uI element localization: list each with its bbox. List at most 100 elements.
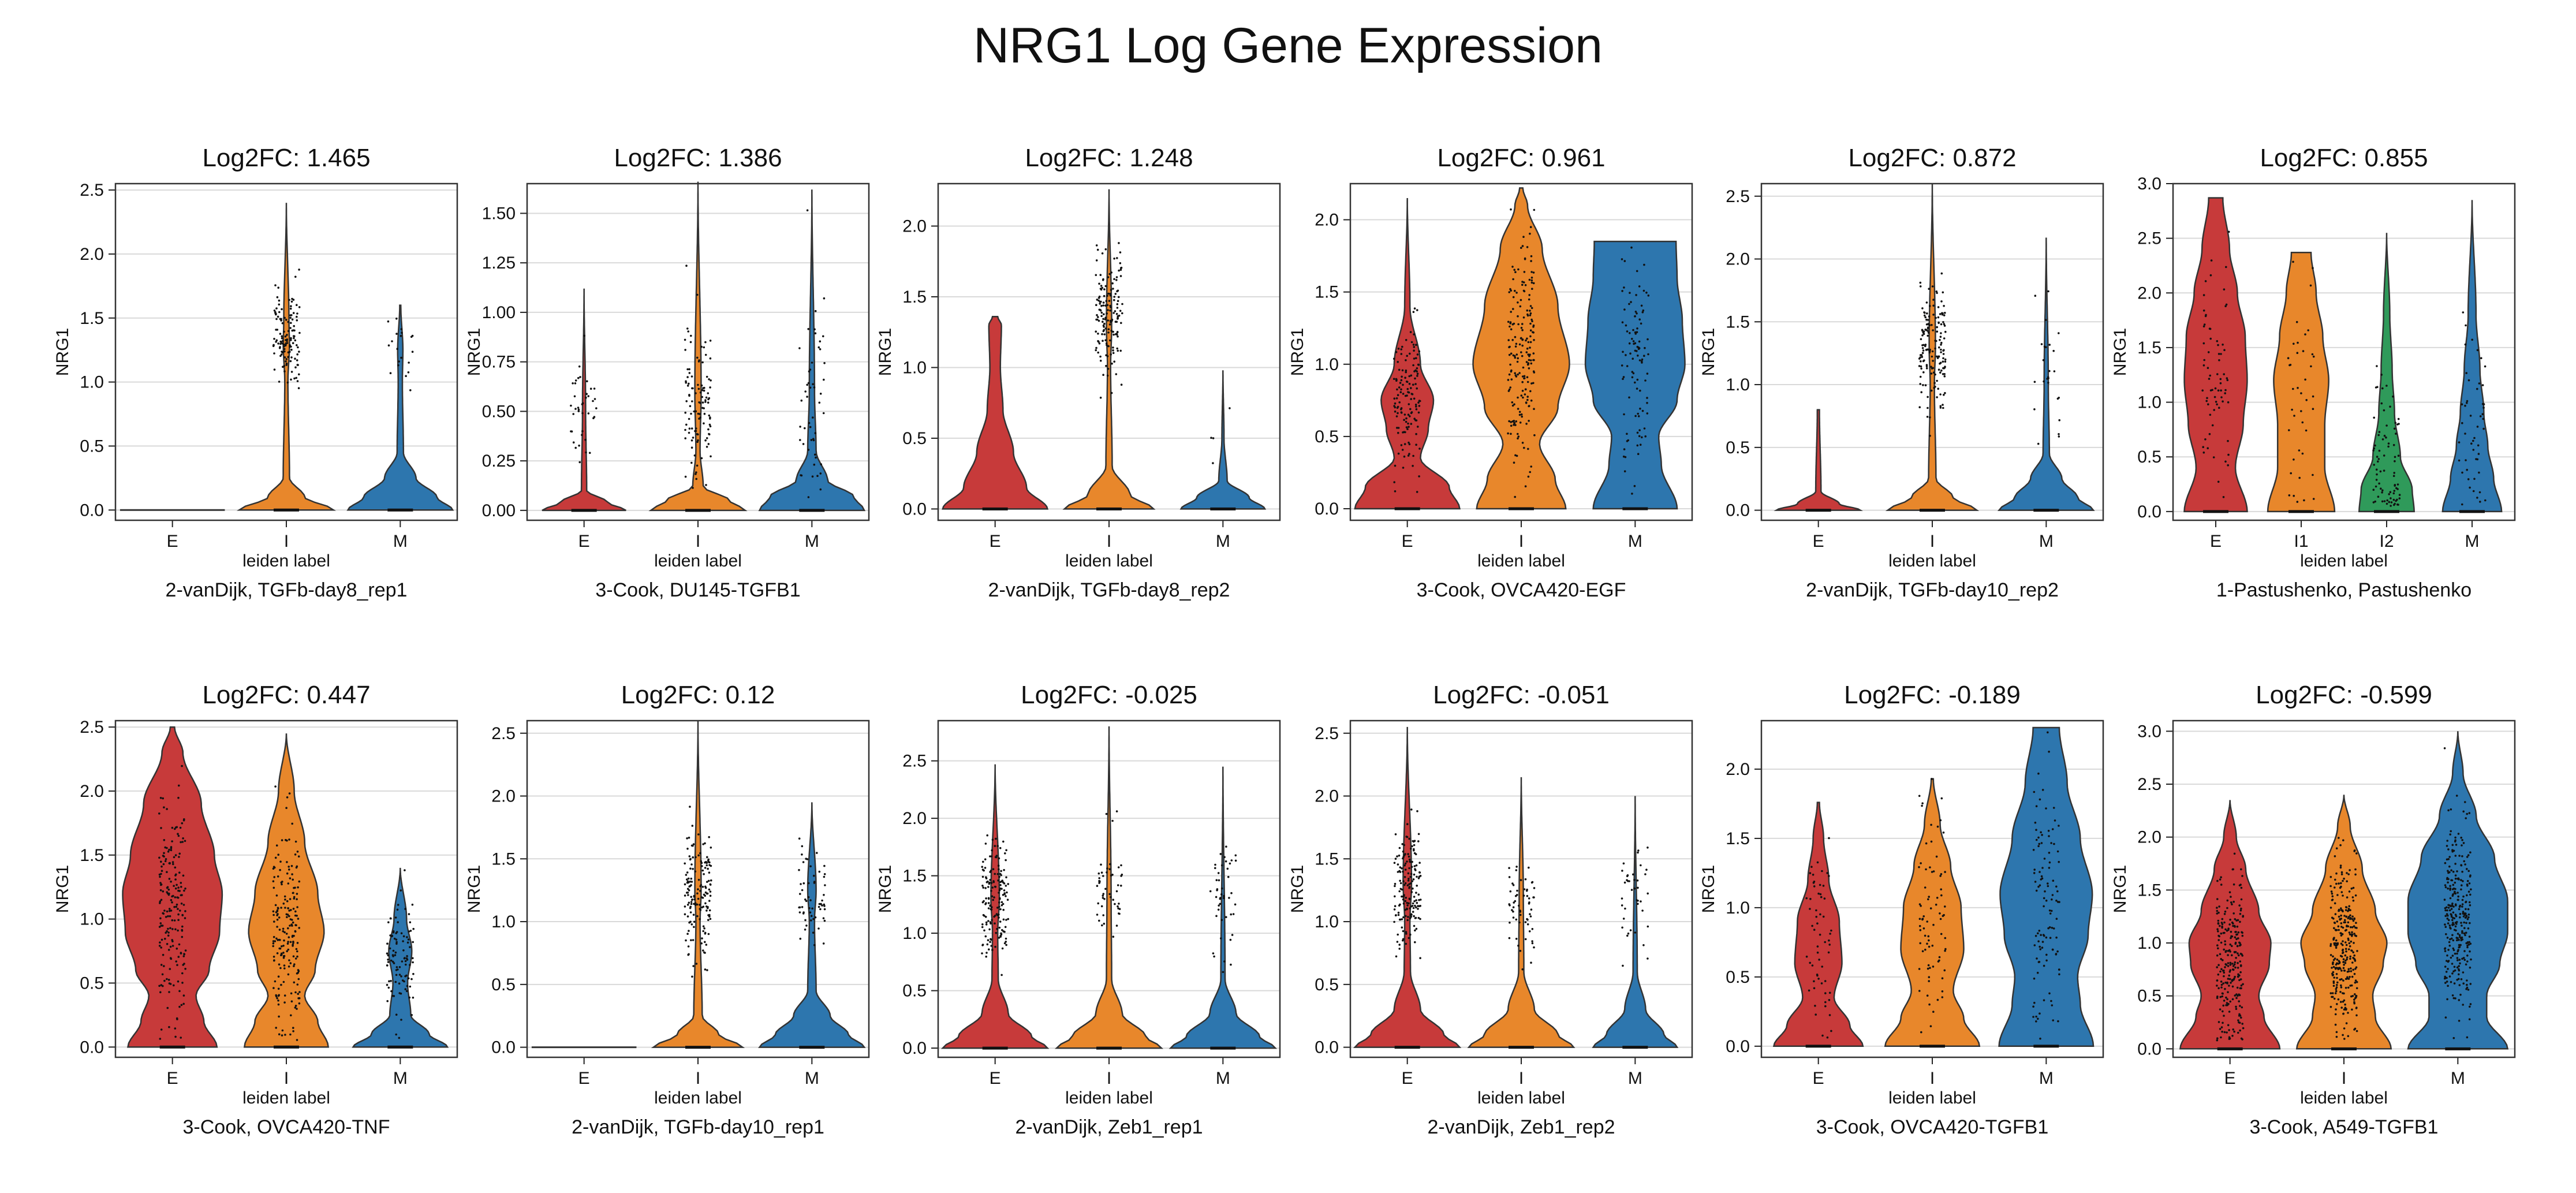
data-point <box>2048 370 2051 372</box>
data-point <box>2394 422 2397 424</box>
data-point <box>688 930 690 932</box>
data-point <box>1921 329 1924 331</box>
data-point <box>2354 934 2357 937</box>
data-point <box>288 965 290 968</box>
data-point <box>1225 916 1227 918</box>
data-point <box>2043 905 2045 908</box>
data-point <box>710 847 712 849</box>
data-point <box>1522 316 1525 319</box>
data-point <box>1110 321 1112 323</box>
data-point <box>1932 314 1935 316</box>
data-point <box>1416 875 1418 878</box>
data-point <box>394 916 397 919</box>
data-point <box>813 874 815 877</box>
data-point <box>2216 944 2219 946</box>
data-point <box>699 402 701 404</box>
data-point <box>2484 365 2487 368</box>
data-point <box>2464 801 2466 803</box>
data-point <box>1641 358 1644 361</box>
data-point <box>291 822 294 825</box>
data-point <box>2208 433 2211 435</box>
data-point <box>696 441 699 443</box>
data-point <box>168 982 171 985</box>
data-point <box>1515 420 1517 423</box>
data-point <box>1927 319 1929 321</box>
y-axis-label: NRG1 <box>1699 865 1718 913</box>
data-point <box>283 939 285 942</box>
data-point <box>707 392 710 394</box>
data-point <box>1109 310 1111 312</box>
data-point <box>1521 968 1524 971</box>
data-point <box>1220 893 1223 896</box>
violin-i <box>1885 184 1980 512</box>
data-point <box>398 974 401 976</box>
data-point <box>2346 956 2349 959</box>
data-point <box>2344 986 2347 989</box>
data-point <box>2224 392 2226 394</box>
data-point <box>801 853 803 856</box>
data-point <box>2466 946 2469 949</box>
data-point <box>1816 922 1819 924</box>
y-tick-label: 1.0 <box>1315 355 1339 374</box>
data-point <box>2354 968 2357 970</box>
data-point <box>180 952 182 954</box>
data-point <box>2213 409 2215 411</box>
data-point <box>158 945 161 947</box>
violin-body-e <box>2183 197 2248 513</box>
data-point <box>1401 375 1403 378</box>
data-point <box>2374 500 2377 503</box>
data-point <box>288 868 290 871</box>
data-point <box>2380 487 2382 490</box>
data-point <box>275 339 278 342</box>
data-point <box>160 865 163 868</box>
violin-body-i <box>243 733 330 1048</box>
data-point <box>279 340 282 343</box>
data-point <box>690 896 692 898</box>
data-point <box>1005 944 1007 946</box>
data-point <box>1001 929 1003 931</box>
data-point <box>277 875 279 878</box>
data-point <box>1524 393 1526 396</box>
data-point <box>174 866 177 869</box>
data-point <box>2454 997 2456 1000</box>
data-point <box>2231 945 2233 948</box>
data-point <box>1405 915 1407 918</box>
data-point <box>2456 878 2459 880</box>
data-point <box>1634 311 1637 313</box>
data-point <box>1394 858 1397 860</box>
data-point <box>1529 335 1532 338</box>
data-point <box>685 400 688 402</box>
data-point <box>298 373 300 376</box>
panel-title: Log2FC: -0.189 <box>1844 681 2021 709</box>
data-point <box>1521 415 1523 418</box>
data-point <box>1515 292 1518 294</box>
data-point <box>701 361 704 364</box>
data-point <box>1402 431 1404 434</box>
data-point <box>991 849 993 852</box>
data-point <box>1005 937 1007 940</box>
data-point <box>176 883 178 886</box>
data-point <box>2453 917 2456 920</box>
data-point <box>1513 422 1515 424</box>
data-point <box>2220 986 2223 989</box>
data-point <box>166 891 169 893</box>
data-point <box>2238 979 2241 982</box>
data-point <box>1414 369 1417 372</box>
data-point <box>1532 382 1535 385</box>
data-point <box>2342 940 2344 942</box>
data-point <box>2345 944 2348 946</box>
data-point <box>2444 923 2446 926</box>
data-point <box>282 903 285 905</box>
data-point <box>2340 907 2342 909</box>
data-point <box>286 839 288 842</box>
data-point <box>1514 372 1516 375</box>
data-point <box>813 463 816 466</box>
y-tick-label: 1.0 <box>1315 912 1339 931</box>
data-point <box>2460 836 2463 839</box>
data-point <box>1393 862 1396 864</box>
data-point <box>182 874 185 877</box>
data-point <box>391 994 394 997</box>
data-point <box>2466 868 2468 870</box>
data-point <box>1528 359 1530 361</box>
data-point <box>1621 926 1623 929</box>
